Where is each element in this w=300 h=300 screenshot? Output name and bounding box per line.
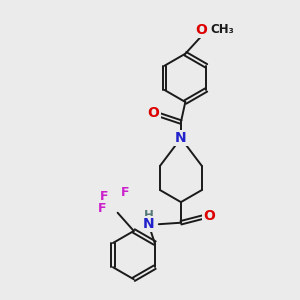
- Text: N: N: [143, 217, 154, 231]
- Text: H: H: [144, 209, 154, 223]
- Text: O: O: [203, 209, 215, 223]
- Text: N: N: [175, 131, 187, 145]
- Text: CH₃: CH₃: [210, 23, 234, 36]
- Text: O: O: [148, 106, 160, 120]
- Text: F: F: [121, 186, 129, 199]
- Text: F: F: [100, 190, 109, 203]
- Text: O: O: [196, 22, 208, 37]
- Text: F: F: [98, 202, 106, 215]
